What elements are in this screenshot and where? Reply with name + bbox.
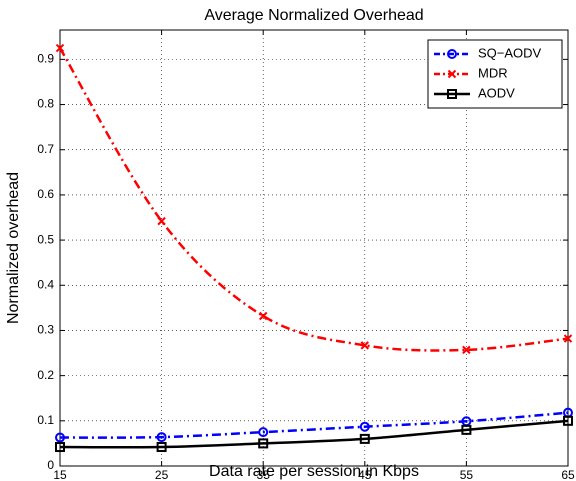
marker	[359, 433, 370, 444]
x-tick-label: 15	[53, 468, 67, 481]
marker	[359, 421, 370, 432]
x-tick-label: 25	[155, 468, 169, 481]
marker	[258, 438, 269, 449]
legend-label: AODV	[478, 85, 515, 100]
series-line	[59, 411, 569, 439]
x-tick-label: 35	[257, 468, 271, 481]
x-axis-label: Data rate per session in Kbps	[209, 463, 419, 480]
y-tick-label: 0.5	[37, 232, 54, 246]
y-tick-label: 0.4	[37, 277, 54, 291]
y-axis-label: Normalized overhead	[5, 172, 22, 324]
legend: SQ−AODV MDR AODV	[427, 39, 563, 109]
y-tick-label: 0.6	[37, 187, 54, 201]
marker	[156, 432, 167, 443]
series-line	[58, 47, 569, 352]
marker	[258, 311, 268, 321]
y-tick-label: 0.1	[37, 413, 54, 427]
y-tick-label: 0.7	[37, 142, 54, 156]
y-tick-label: 0.2	[37, 368, 54, 382]
legend-label: MDR	[478, 65, 508, 80]
y-tick-label: 0	[47, 458, 54, 472]
x-tick-label: 65	[561, 468, 575, 481]
marker	[461, 424, 472, 435]
legend-marker	[447, 89, 457, 99]
legend-marker	[447, 69, 457, 79]
marker	[156, 442, 167, 453]
marker	[258, 427, 269, 438]
marker	[360, 341, 370, 350]
x-tick-label: 55	[460, 468, 474, 481]
marker	[55, 432, 65, 443]
marker	[55, 442, 65, 453]
y-tick-label: 0.8	[37, 97, 54, 111]
marker	[563, 334, 573, 343]
legend-marker	[447, 49, 457, 59]
marker	[563, 415, 573, 426]
series-line	[59, 419, 569, 449]
y-tick-label: 0.3	[37, 323, 54, 337]
chart-title: Average Normalized Overhead	[204, 7, 423, 24]
marker	[462, 345, 471, 355]
legend-label: SQ−AODV	[478, 45, 542, 60]
marker	[157, 216, 166, 226]
x-tick-label: 45	[358, 468, 372, 481]
marker	[55, 43, 65, 53]
plot-frame	[59, 29, 569, 467]
y-tick-label: 0.9	[37, 52, 54, 66]
